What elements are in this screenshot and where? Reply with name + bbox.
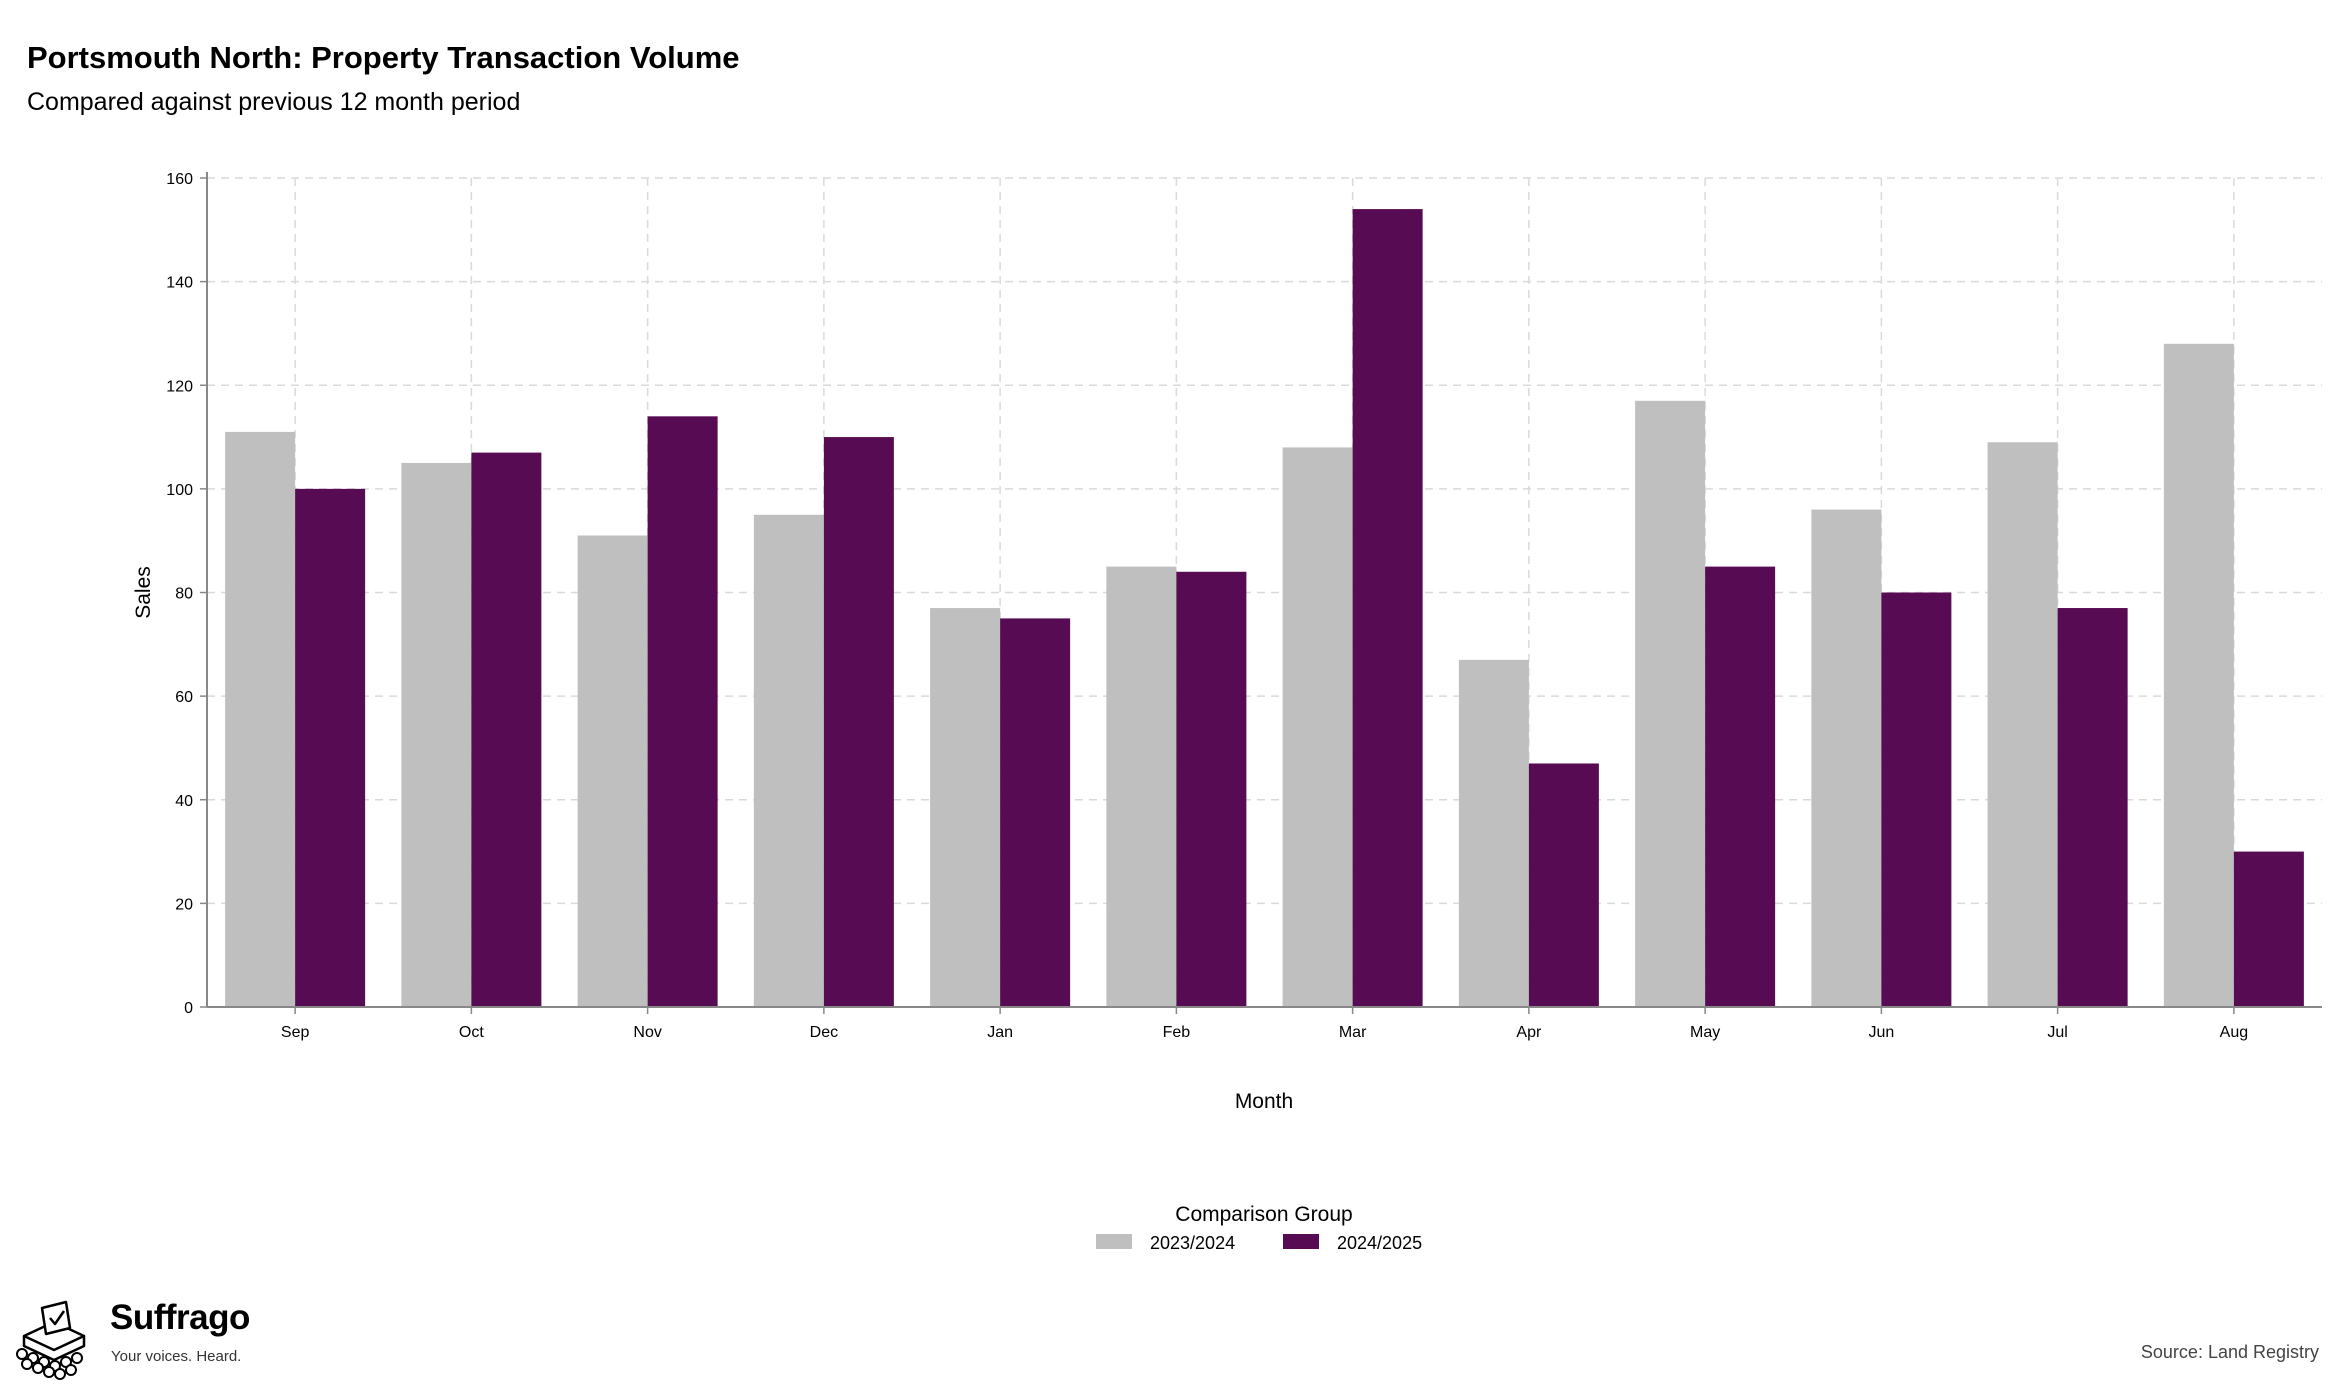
y-tick-label: 60 [175,689,193,706]
bar-2023-2024-jan [930,608,1001,1007]
bar-2024-2025-apr [1528,763,1599,1007]
brand-tagline: Your voices. Heard. [111,1348,242,1365]
x-tick-label: Jan [987,1024,1013,1041]
axes [206,172,2322,1008]
x-tick-label: Aug [2220,1024,2248,1041]
legend-item-2024-2025: 2024/2025 [1283,1233,1422,1253]
y-tick-label: 80 [175,586,193,603]
y-tick-label: 160 [166,171,193,188]
bar-2024-2025-sep [295,488,366,1007]
x-tick-label: Nov [633,1024,661,1041]
x-tick-label: May [1690,1024,1720,1041]
bar-2023-2024-sep [225,431,296,1008]
bar-2023-2024-mar [1282,447,1353,1007]
x-axis-label: Month [1235,1090,1293,1113]
x-tick-label: Sep [281,1024,310,1041]
legend-swatch [1096,1234,1132,1249]
x-tick-label: Mar [1339,1024,1367,1041]
x-tick-label: Apr [1516,1024,1542,1041]
legend-title: Comparison Group [1175,1203,1352,1226]
brand-logo: Suffrago Your voices. Heard. [14,1298,274,1380]
bar-2023-2024-aug [2163,343,2234,1007]
legend-item-2023-2024: 2023/2024 [1096,1233,1235,1253]
bar-2024-2025-oct [471,452,542,1007]
bar-2023-2024-oct [401,462,472,1007]
bar-2023-2024-jul [1987,442,2058,1007]
y-tick-label: 100 [166,482,193,499]
y-axis-label: Sales [132,566,155,619]
x-tick-label: Jun [1868,1024,1894,1041]
legend-label: 2023/2024 [1150,1233,1235,1253]
y-tick-label: 40 [175,793,193,810]
x-ticks: Sep Oct Nov Dec Jan Feb Mar Apr May Jun Jul Aug [281,1007,2248,1041]
y-tick-label: 120 [166,378,193,395]
bar-2024-2025-mar [1352,209,1423,1007]
y-tick-label: 140 [166,275,193,292]
y-tick-label: 0 [184,1000,193,1017]
bar-2023-2024-may [1635,400,1706,1007]
source-note: Source: Land Registry [2140,1342,2319,1362]
x-tick-label: Feb [1163,1024,1191,1041]
ballot-box-icon [16,1300,86,1380]
bar-2023-2024-dec [753,514,824,1007]
y-ticks: 0 20 40 60 80 100 120 140 160 [166,171,207,1017]
chart-subtitle: Compared against previous 12 month perio… [27,88,521,116]
bar-2024-2025-may [1705,566,1776,1007]
bar-2023-2024-feb [1106,566,1177,1007]
bars [225,209,2304,1008]
brand-name: Suffrago [110,1298,250,1337]
bar-2023-2024-apr [1458,659,1529,1007]
bar-2024-2025-nov [647,416,718,1007]
bar-2024-2025-dec [823,437,894,1007]
bar-2024-2025-aug [2233,851,2304,1007]
legend: Comparison Group 2023/2024 2024/2025 [1096,1203,1422,1253]
bar-2024-2025-jul [2057,608,2128,1007]
bar-2024-2025-jun [1881,592,1952,1007]
legend-swatch [1283,1234,1319,1249]
bar-2024-2025-jan [1000,618,1071,1007]
bar-2024-2025-feb [1176,571,1247,1007]
x-tick-label: Oct [459,1024,484,1041]
x-tick-label: Dec [810,1024,838,1041]
chart-title: Portsmouth North: Property Transaction V… [27,40,740,75]
x-tick-label: Jul [2047,1024,2067,1041]
legend-label: 2024/2025 [1337,1233,1422,1253]
bar-2023-2024-nov [577,535,648,1007]
y-tick-label: 20 [175,896,193,913]
bar-2023-2024-jun [1811,509,1882,1007]
